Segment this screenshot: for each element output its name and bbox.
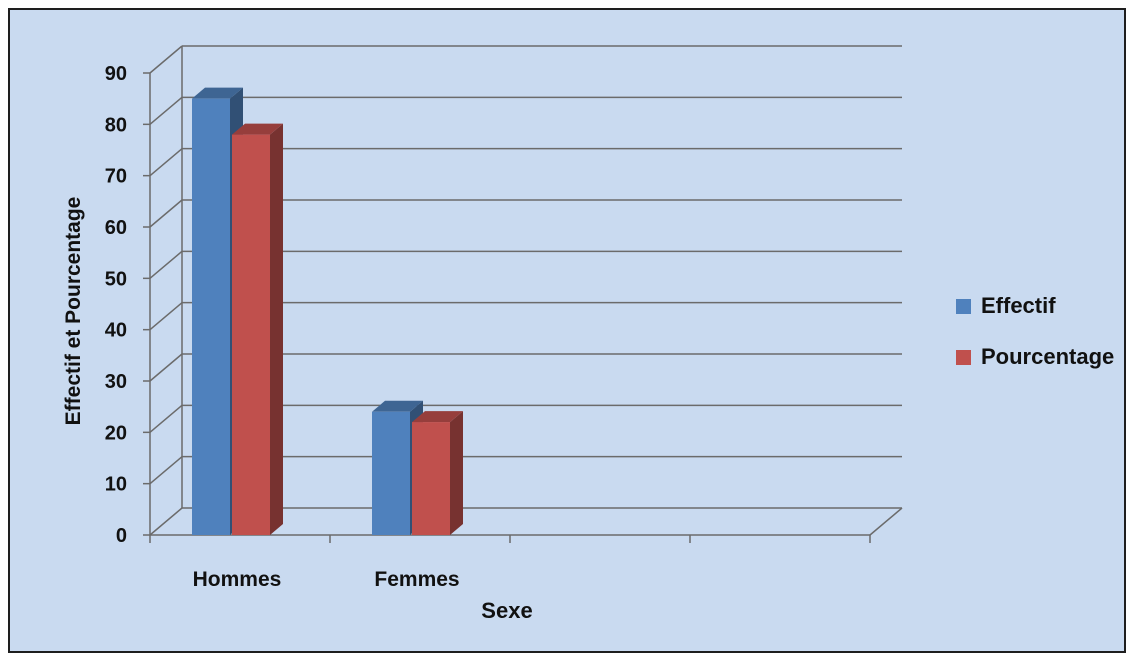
axes xyxy=(143,46,903,543)
gridlines xyxy=(149,45,902,536)
bar-front xyxy=(192,98,230,536)
bars xyxy=(192,87,463,536)
gridline-side xyxy=(149,250,183,279)
bar-front xyxy=(232,134,270,535)
y-tick-label: 80 xyxy=(105,114,127,136)
bar-pourcentage-femmes xyxy=(412,411,463,535)
x-category-labels: Hommes Femmes xyxy=(193,568,460,591)
y-tick-label: 50 xyxy=(105,268,127,290)
y-tick-label: 60 xyxy=(105,217,127,239)
legend-swatch xyxy=(956,299,971,314)
y-tick-label: 0 xyxy=(116,525,127,547)
y-tick-label: 40 xyxy=(105,320,127,342)
legend-label: Effectif xyxy=(981,293,1056,318)
gridline-side xyxy=(149,96,183,125)
bar-top xyxy=(412,411,463,423)
gridline-side xyxy=(149,45,183,74)
gridline-side xyxy=(149,302,183,331)
bar-top xyxy=(232,123,283,135)
bar-chart: 0 10 20 30 40 50 60 70 80 90 Hommes Femmes Sexe Ef… xyxy=(62,45,1114,623)
x-category-label: Femmes xyxy=(374,568,459,591)
y-axis-title: Effectif et Pourcentage xyxy=(62,197,85,426)
bar-side xyxy=(270,123,283,535)
bar-top xyxy=(192,87,243,99)
bar-front xyxy=(372,411,410,535)
bar-pourcentage-hommes xyxy=(232,123,283,535)
legend: Effectif Pourcentage xyxy=(956,293,1114,369)
gridline-side xyxy=(149,199,183,228)
y-tick-label: 20 xyxy=(105,422,127,444)
chart-frame: 0 10 20 30 40 50 60 70 80 90 Hommes Femmes Sexe Ef… xyxy=(8,8,1126,653)
y-tick-label: 70 xyxy=(105,166,127,188)
legend-swatch xyxy=(956,350,971,365)
gridline-side xyxy=(149,353,183,382)
bar-front xyxy=(412,422,450,535)
legend-item-pourcentage: Pourcentage xyxy=(956,344,1114,369)
y-tick-label: 90 xyxy=(105,63,127,85)
gridline-side xyxy=(149,456,183,485)
legend-label: Pourcentage xyxy=(981,344,1114,369)
x-category-label: Hommes xyxy=(193,568,282,591)
y-tick-labels: 0 10 20 30 40 50 60 70 80 90 xyxy=(105,63,127,547)
x-axis-end-line xyxy=(869,507,903,536)
x-axis-title: Sexe xyxy=(481,598,532,623)
y-tick-label: 10 xyxy=(105,474,127,496)
y-tick-label: 30 xyxy=(105,371,127,393)
gridline-side xyxy=(149,404,183,433)
gridline-side xyxy=(149,148,183,177)
bar-side xyxy=(450,411,463,535)
bar-top xyxy=(372,400,423,412)
legend-item-effectif: Effectif xyxy=(956,293,1056,318)
gridline-side xyxy=(149,507,183,536)
